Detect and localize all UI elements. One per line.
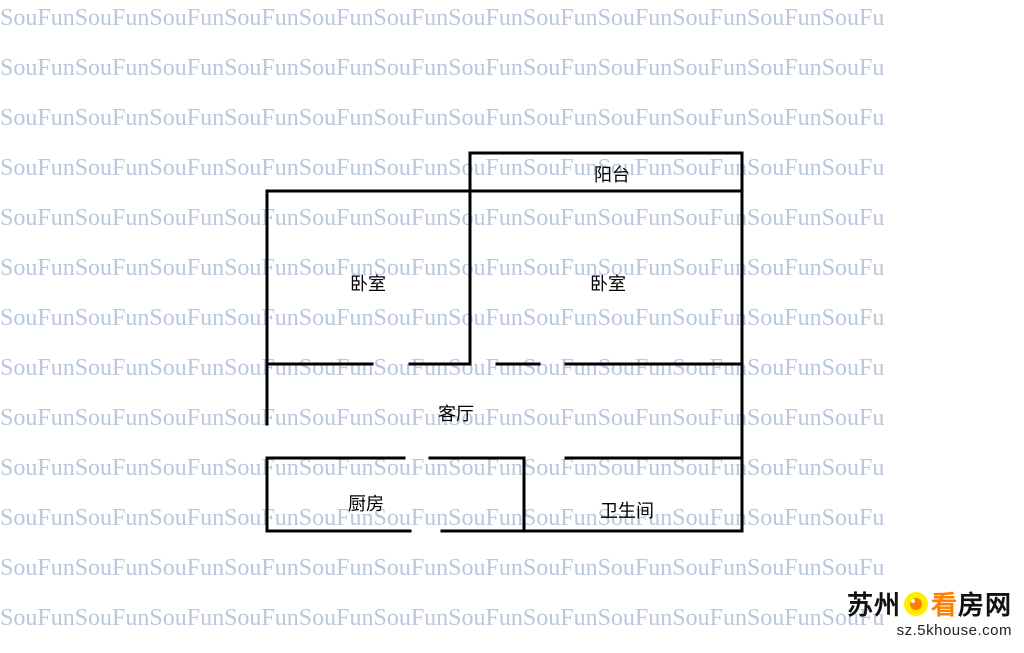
logo-prefix: 苏州 — [847, 590, 901, 620]
room-label-kitchen: 厨房 — [348, 490, 384, 516]
logo-eye-icon — [903, 591, 929, 624]
room-label-bedroom-right: 卧室 — [590, 270, 626, 296]
room-label-bathroom: 卫生间 — [600, 497, 654, 523]
logo-suffix: 房网 — [958, 590, 1012, 620]
room-label-bedroom-left: 卧室 — [350, 270, 386, 296]
room-label-living-room: 客厅 — [438, 400, 474, 426]
floorplan-svg — [0, 0, 1024, 653]
floorplan-layer: 阳台卧室 卧室客厅厨房 卫生间 — [0, 0, 1024, 653]
logo-brand: 苏州看房网 — [847, 585, 1012, 624]
logo-mid: 看 — [931, 590, 958, 620]
site-logo: 苏州看房网 sz.5khouse.com — [847, 585, 1012, 639]
room-label-balcony: 阳台 — [594, 161, 630, 187]
logo-url: sz.5khouse.com — [847, 622, 1012, 639]
